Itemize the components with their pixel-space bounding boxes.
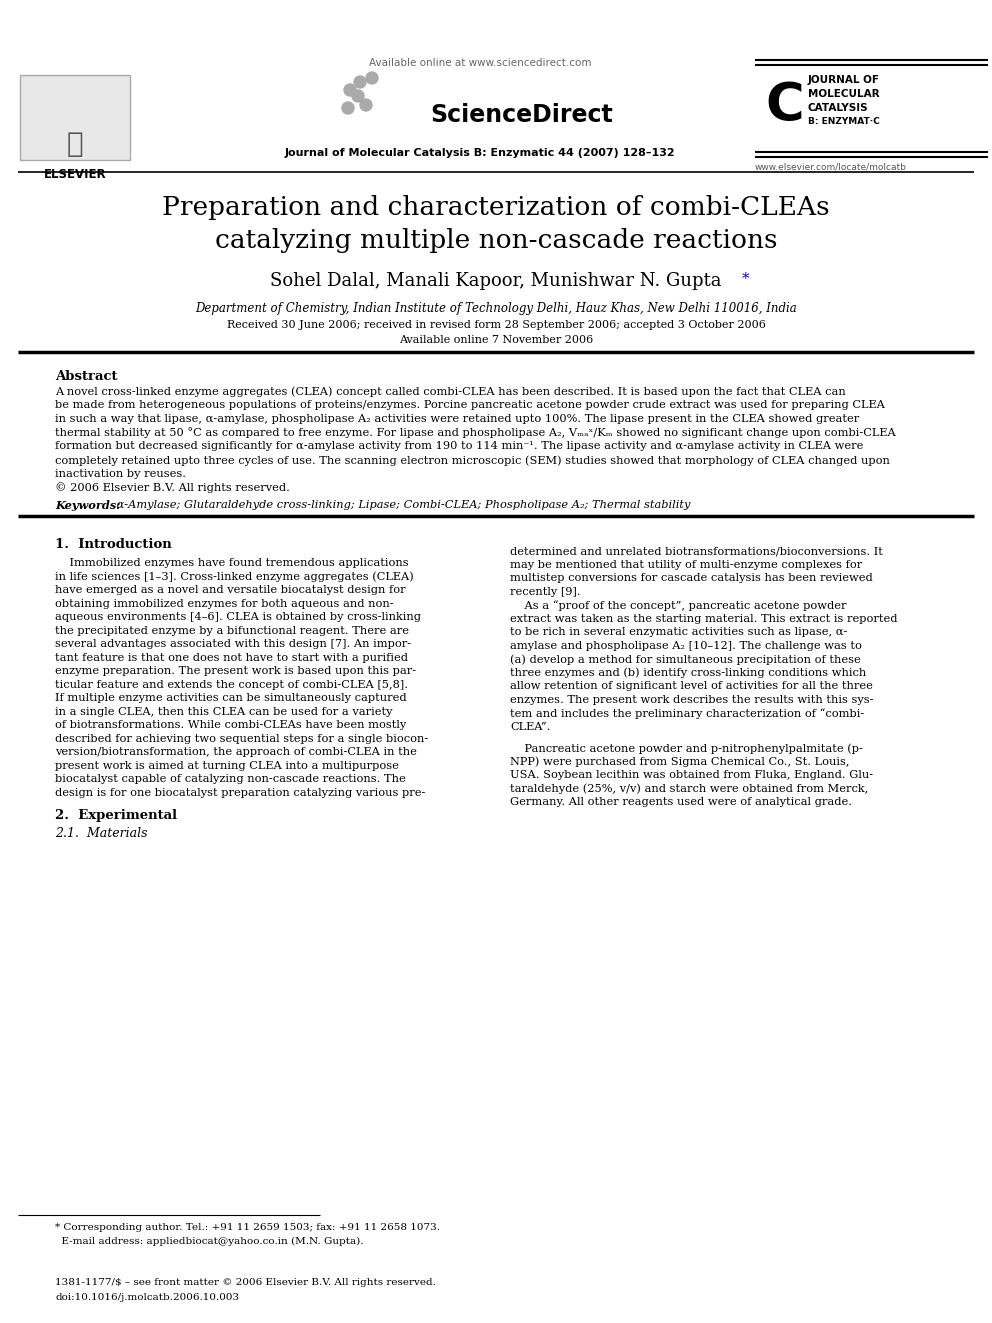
Text: Immobilized enzymes have found tremendous applications: Immobilized enzymes have found tremendou…	[55, 558, 409, 569]
Circle shape	[360, 99, 372, 111]
Text: Pancreatic acetone powder and p-nitrophenylpalmitate (p-: Pancreatic acetone powder and p-nitrophe…	[510, 744, 863, 754]
Circle shape	[354, 75, 366, 89]
Text: be made from heterogeneous populations of proteins/enzymes. Porcine pancreatic a: be made from heterogeneous populations o…	[55, 400, 885, 410]
Text: aqueous environments [4–6]. CLEA is obtained by cross-linking: aqueous environments [4–6]. CLEA is obta…	[55, 613, 421, 622]
Text: JOURNAL OF: JOURNAL OF	[808, 75, 880, 85]
Bar	[20, 75, 130, 160]
Text: USA. Soybean lecithin was obtained from Fluka, England. Glu-: USA. Soybean lecithin was obtained from …	[510, 770, 873, 781]
Text: α-Amylase; Glutaraldehyde cross-linking; Lipase; Combi-CLEA; Phospholipase A₂; T: α-Amylase; Glutaraldehyde cross-linking;…	[113, 500, 690, 511]
Text: Germany. All other reagents used were of analytical grade.: Germany. All other reagents used were of…	[510, 798, 852, 807]
Text: present work is aimed at turning CLEA into a multipurpose: present work is aimed at turning CLEA in…	[55, 761, 399, 771]
Text: allow retention of significant level of activities for all the three: allow retention of significant level of …	[510, 681, 873, 692]
Text: of biotransformations. While combi-CLEAs have been mostly: of biotransformations. While combi-CLEAs…	[55, 721, 407, 730]
Text: several advantages associated with this design [7]. An impor-: several advantages associated with this …	[55, 639, 411, 650]
Text: obtaining immobilized enzymes for both aqueous and non-: obtaining immobilized enzymes for both a…	[55, 599, 394, 609]
Text: tant feature is that one does not have to start with a purified: tant feature is that one does not have t…	[55, 652, 408, 663]
Text: enzyme preparation. The present work is based upon this par-: enzyme preparation. The present work is …	[55, 667, 416, 676]
Text: CATALYSIS: CATALYSIS	[808, 103, 869, 112]
Text: three enzymes and (b) identify cross-linking conditions which: three enzymes and (b) identify cross-lin…	[510, 668, 866, 679]
Text: ticular feature and extends the concept of combi-CLEA [5,8].: ticular feature and extends the concept …	[55, 680, 408, 689]
Text: the precipitated enzyme by a bifunctional reagent. There are: the precipitated enzyme by a bifunctiona…	[55, 626, 409, 636]
Text: in life sciences [1–3]. Cross-linked enzyme aggregates (CLEA): in life sciences [1–3]. Cross-linked enz…	[55, 572, 414, 582]
Text: MOLECULAR: MOLECULAR	[808, 89, 880, 99]
Text: ScienceDirect: ScienceDirect	[430, 103, 613, 127]
Circle shape	[342, 102, 354, 114]
Text: A novel cross-linked enzyme aggregates (CLEA) concept called combi-CLEA has been: A novel cross-linked enzyme aggregates (…	[55, 386, 846, 397]
Text: E-mail address: appliedbiocat@yahoo.co.in (M.N. Gupta).: E-mail address: appliedbiocat@yahoo.co.i…	[55, 1237, 363, 1246]
Circle shape	[352, 90, 364, 102]
Text: enzymes. The present work describes the results with this sys-: enzymes. The present work describes the …	[510, 695, 874, 705]
Text: Available online 7 November 2006: Available online 7 November 2006	[399, 335, 593, 345]
Text: Available online at www.sciencedirect.com: Available online at www.sciencedirect.co…	[369, 58, 591, 67]
Text: 🌳: 🌳	[66, 130, 83, 157]
Text: completely retained upto three cycles of use. The scanning electron microscopic : completely retained upto three cycles of…	[55, 455, 890, 466]
Text: NPP) were purchased from Sigma Chemical Co., St. Louis,: NPP) were purchased from Sigma Chemical …	[510, 757, 849, 767]
Text: 2.  Experimental: 2. Experimental	[55, 810, 178, 823]
Text: biocatalyst capable of catalyzing non-cascade reactions. The: biocatalyst capable of catalyzing non-ca…	[55, 774, 406, 785]
Text: B: ENZYMAT·C: B: ENZYMAT·C	[808, 116, 880, 126]
Text: described for achieving two sequential steps for a single biocon-: described for achieving two sequential s…	[55, 734, 429, 744]
Text: ELSEVIER: ELSEVIER	[44, 168, 106, 181]
Text: have emerged as a novel and versatile biocatalyst design for: have emerged as a novel and versatile bi…	[55, 585, 406, 595]
Text: * Corresponding author. Tel.: +91 11 2659 1503; fax: +91 11 2658 1073.: * Corresponding author. Tel.: +91 11 265…	[55, 1222, 440, 1232]
Text: inactivation by reuses.: inactivation by reuses.	[55, 468, 186, 479]
Text: in such a way that lipase, α-amylase, phospholipase A₂ activities were retained : in such a way that lipase, α-amylase, ph…	[55, 414, 859, 423]
Text: Keywords:: Keywords:	[55, 500, 120, 512]
Text: multistep conversions for cascade catalysis has been reviewed: multistep conversions for cascade cataly…	[510, 573, 873, 583]
Text: Abstract: Abstract	[55, 370, 117, 382]
Text: (a) develop a method for simultaneous precipitation of these: (a) develop a method for simultaneous pr…	[510, 655, 861, 665]
Text: may be mentioned that utility of multi-enzyme complexes for: may be mentioned that utility of multi-e…	[510, 560, 862, 570]
Text: © 2006 Elsevier B.V. All rights reserved.: © 2006 Elsevier B.V. All rights reserved…	[55, 483, 290, 493]
Text: formation but decreased significantly for α-amylase activity from 190 to 114 min: formation but decreased significantly fo…	[55, 441, 863, 451]
Text: doi:10.1016/j.molcatb.2006.10.003: doi:10.1016/j.molcatb.2006.10.003	[55, 1293, 239, 1302]
Bar	[773, 90, 781, 148]
Circle shape	[366, 71, 378, 83]
Text: to be rich in several enzymatic activities such as lipase, α-: to be rich in several enzymatic activiti…	[510, 627, 847, 638]
Text: tem and includes the preliminary characterization of “combi-: tem and includes the preliminary charact…	[510, 708, 864, 720]
Text: Sohel Dalal, Manali Kapoor, Munishwar N. Gupta: Sohel Dalal, Manali Kapoor, Munishwar N.…	[270, 273, 722, 290]
Text: If multiple enzyme activities can be simultaneously captured: If multiple enzyme activities can be sim…	[55, 693, 407, 704]
Text: Journal of Molecular Catalysis B: Enzymatic 44 (2007) 128–132: Journal of Molecular Catalysis B: Enzyma…	[285, 148, 676, 157]
Text: *: *	[742, 273, 750, 286]
Circle shape	[344, 83, 356, 97]
Text: design is for one biocatalyst preparation catalyzing various pre-: design is for one biocatalyst preparatio…	[55, 789, 426, 798]
Text: thermal stability at 50 °C as compared to free enzyme. For lipase and phospholip: thermal stability at 50 °C as compared t…	[55, 427, 896, 438]
Text: 1.  Introduction: 1. Introduction	[55, 538, 172, 552]
Text: recently [9].: recently [9].	[510, 587, 580, 597]
Text: catalyzing multiple non-cascade reactions: catalyzing multiple non-cascade reaction…	[214, 228, 778, 253]
Text: C: C	[765, 79, 804, 132]
Text: taraldehyde (25%, v/v) and starch were obtained from Merck,: taraldehyde (25%, v/v) and starch were o…	[510, 785, 868, 795]
Text: www.elsevier.com/locate/molcatb: www.elsevier.com/locate/molcatb	[755, 163, 907, 172]
Text: amylase and phospholipase A₂ [10–12]. The challenge was to: amylase and phospholipase A₂ [10–12]. Th…	[510, 640, 862, 651]
Text: Received 30 June 2006; received in revised form 28 September 2006; accepted 3 Oc: Received 30 June 2006; received in revis…	[226, 320, 766, 329]
Text: As a “proof of the concept”, pancreatic acetone powder: As a “proof of the concept”, pancreatic …	[510, 601, 846, 611]
Text: 1381-1177/$ – see front matter © 2006 Elsevier B.V. All rights reserved.: 1381-1177/$ – see front matter © 2006 El…	[55, 1278, 435, 1287]
Text: Preparation and characterization of combi-CLEAs: Preparation and characterization of comb…	[162, 194, 830, 220]
Text: extract was taken as the starting material. This extract is reported: extract was taken as the starting materi…	[510, 614, 898, 624]
Text: Department of Chemistry, Indian Institute of Technology Delhi, Hauz Khas, New De: Department of Chemistry, Indian Institut…	[195, 302, 797, 315]
Text: version/biotransformation, the approach of combi-CLEA in the: version/biotransformation, the approach …	[55, 747, 417, 757]
Text: determined and unrelated biotransformations/bioconversions. It: determined and unrelated biotransformati…	[510, 546, 883, 557]
Text: 2.1.  Materials: 2.1. Materials	[55, 827, 148, 840]
Text: in a single CLEA, then this CLEA can be used for a variety: in a single CLEA, then this CLEA can be …	[55, 706, 393, 717]
Text: CLEA”.: CLEA”.	[510, 722, 551, 732]
